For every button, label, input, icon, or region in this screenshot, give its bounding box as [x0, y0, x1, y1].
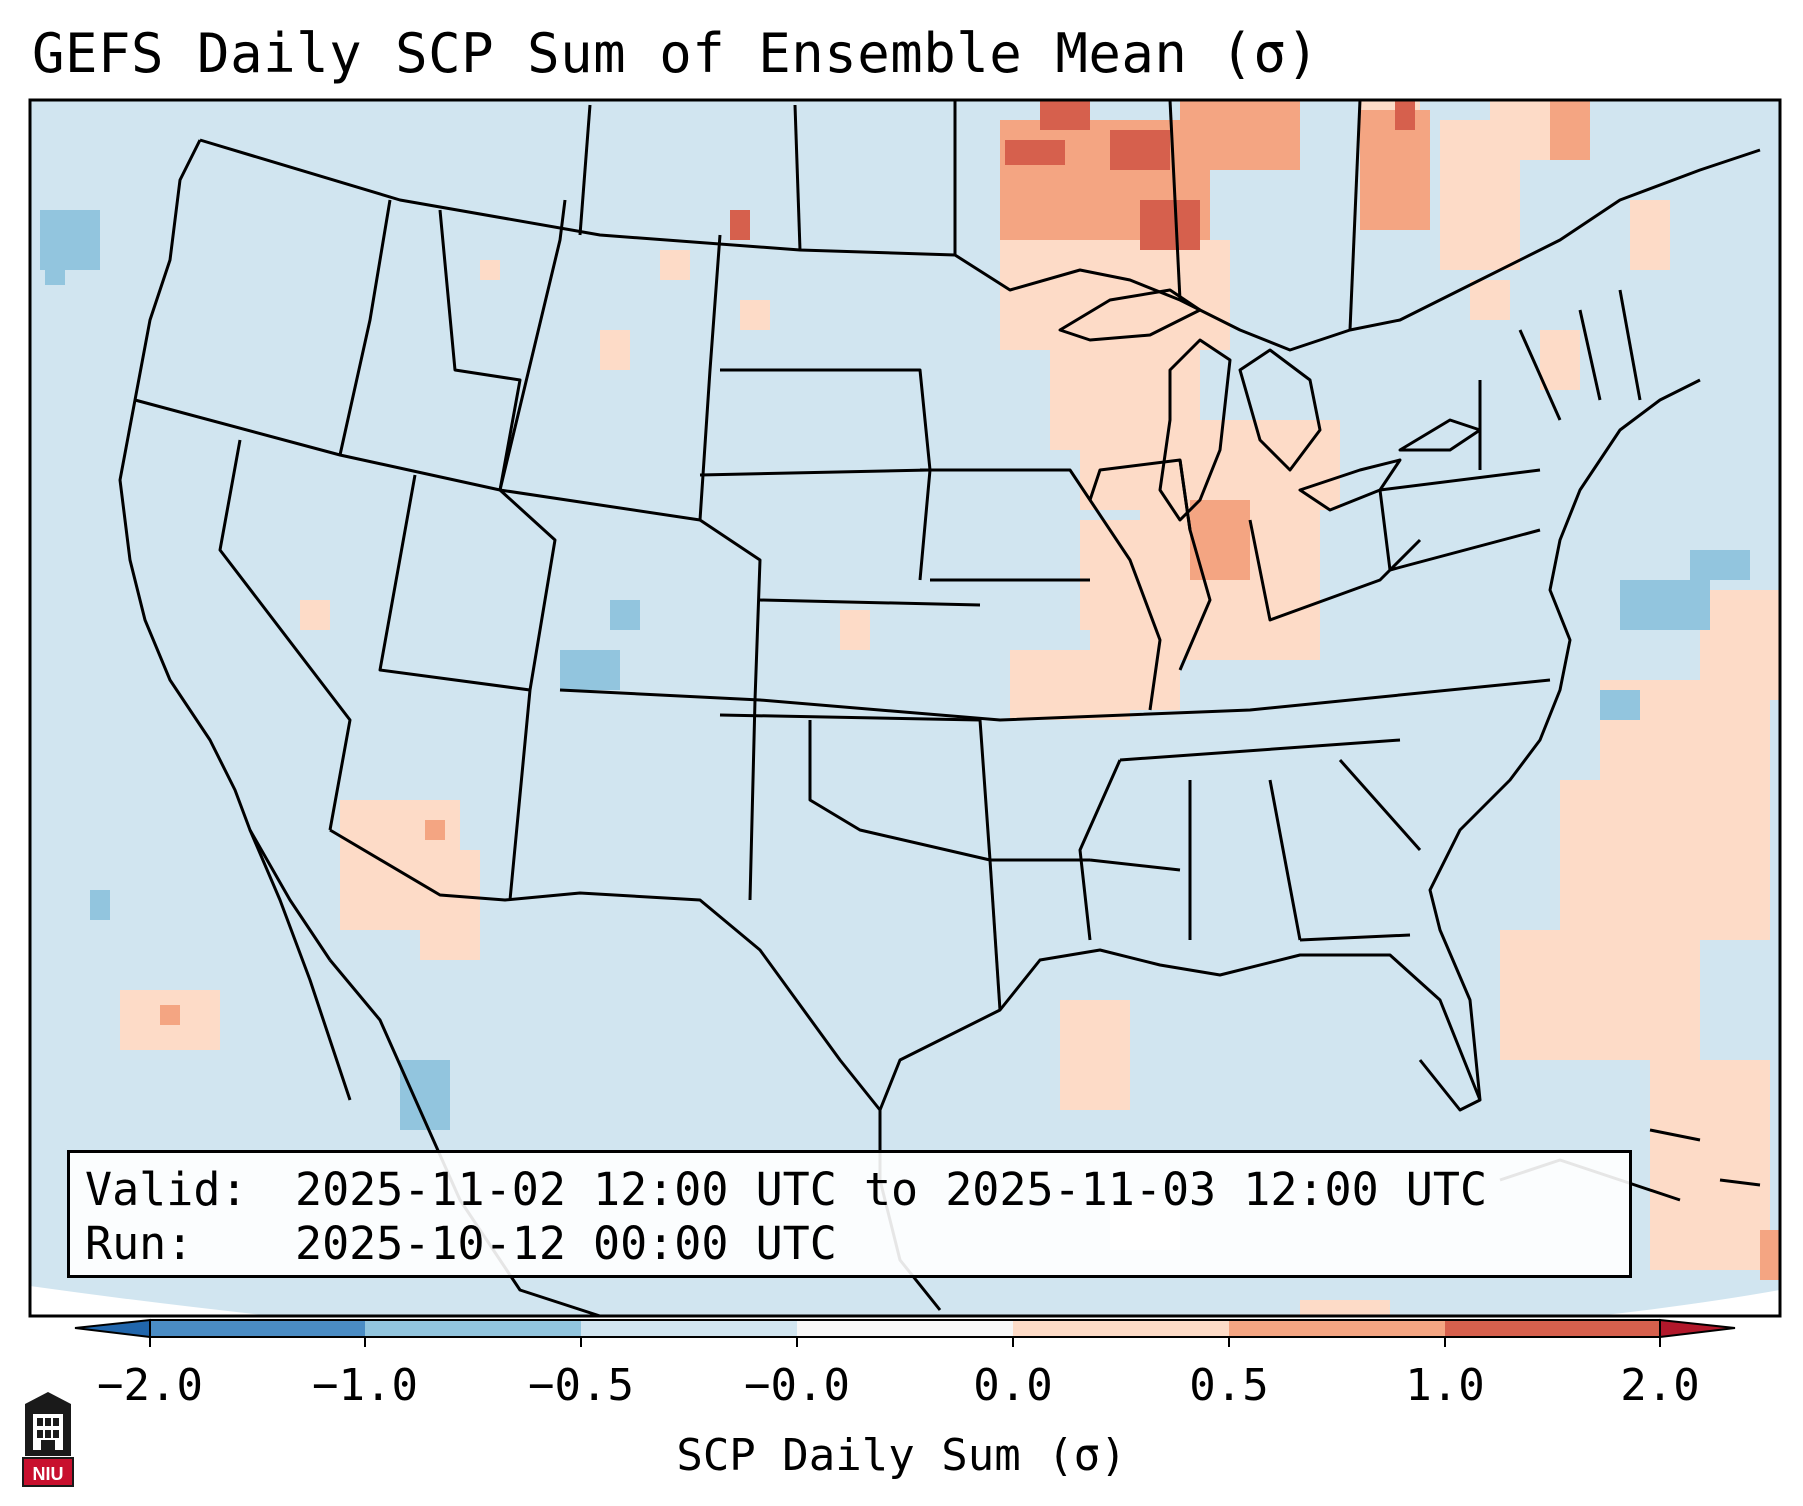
run-line: Run: 2025-10-12 00:00 UTC	[85, 1217, 1629, 1271]
colorbar-bin-5	[1013, 1320, 1229, 1337]
valid-run-info-box: Valid: 2025-11-02 12:00 UTC to 2025-11-03…	[67, 1150, 1632, 1278]
anomaly-low-positive	[120, 100, 1780, 1316]
map-frame	[28, 98, 1782, 1318]
colorbar-tick-label: −1.0	[312, 1360, 418, 1411]
valid-label: Valid:	[85, 1163, 248, 1216]
colorbar-ticks	[149, 1337, 1661, 1347]
colorbar-tick-label: −0.0	[744, 1360, 850, 1411]
colorbar-bin-2	[365, 1320, 581, 1337]
colorbar-bin-4	[797, 1320, 1013, 1337]
boundaries	[118, 100, 1761, 1316]
colorbar-tick-labels: −2.0 −1.0 −0.5 −0.0 0.0 0.5 1.0 2.0	[0, 1360, 1803, 1420]
colorbar-outline	[149, 1319, 1661, 1338]
colorbar-tick-label: 0.5	[1189, 1360, 1269, 1411]
colorbar-under-arrow	[74, 1318, 151, 1339]
colorbar-bin-1	[150, 1320, 365, 1337]
valid-value: 2025-11-02 12:00 UTC to 2025-11-03 12:00…	[295, 1163, 1488, 1216]
niu-logo: NIU	[22, 1392, 74, 1487]
niu-logo-text: NIU	[33, 1464, 64, 1484]
anomaly-high-positive	[730, 100, 1415, 250]
colorbar-bin-7	[1445, 1320, 1660, 1337]
colorbar-label: SCP Daily Sum (σ)	[676, 1430, 1127, 1481]
valid-line: Valid: 2025-11-02 12:00 UTC to 2025-11-03…	[85, 1163, 1629, 1217]
colorbar-tick-label: −2.0	[97, 1360, 203, 1411]
colorbar-tick-label: 0.0	[973, 1360, 1053, 1411]
colorbar-tick-label: 2.0	[1620, 1360, 1700, 1411]
map-background	[30, 100, 1780, 1316]
anomaly-mid-negative	[40, 210, 1750, 1130]
map-title: GEFS Daily SCP Sum of Ensemble Mean (σ)	[32, 22, 1320, 85]
colorbar-tick-label: 1.0	[1405, 1360, 1485, 1411]
colorbar	[74, 1318, 1736, 1347]
run-label: Run:	[85, 1217, 194, 1270]
run-value: 2025-10-12 00:00 UTC	[295, 1217, 837, 1270]
projection-edge	[30, 1286, 1780, 1316]
map-panel	[30, 100, 1780, 1316]
colorbar-bin-6	[1229, 1320, 1445, 1337]
colorbar-tick-label: −0.5	[528, 1360, 634, 1411]
colorbar-bin-3	[581, 1320, 797, 1337]
colorbar-over-arrow	[1659, 1318, 1736, 1339]
